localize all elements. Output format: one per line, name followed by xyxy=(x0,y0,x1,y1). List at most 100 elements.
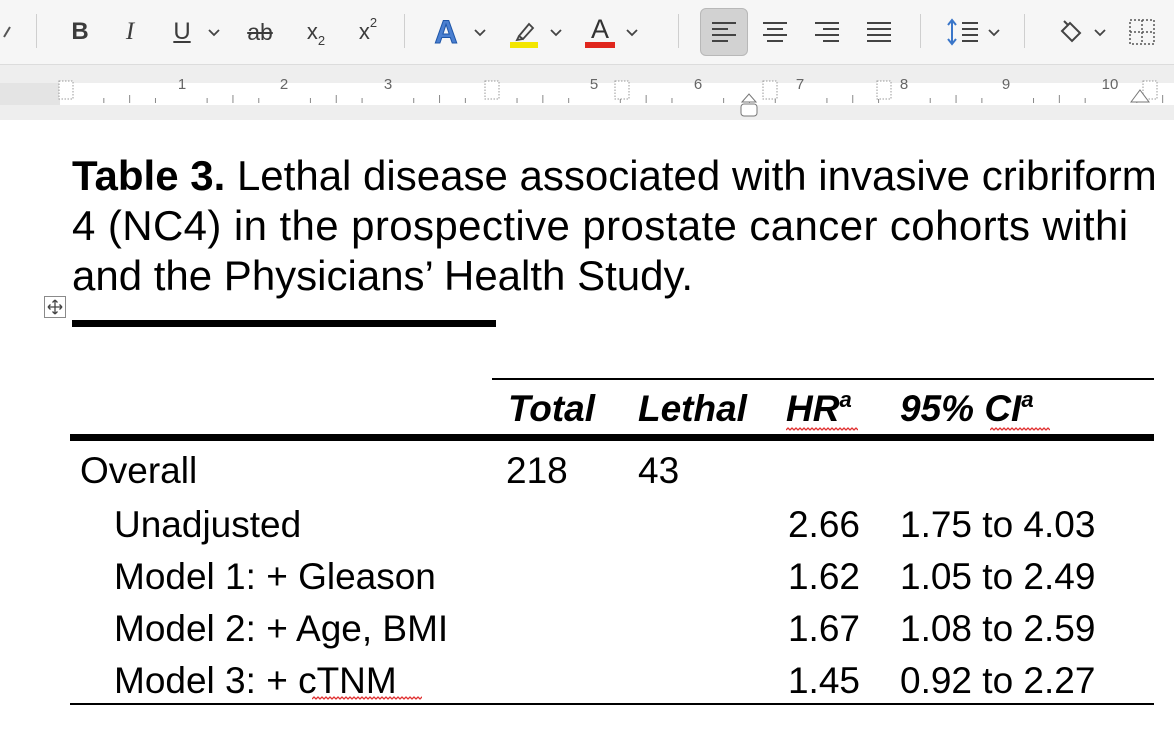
header-text: Total xyxy=(508,388,596,429)
cell-hr: 1.67 xyxy=(787,608,860,649)
caption-text: Lethal disease associated with invasive … xyxy=(225,152,1157,199)
align-right-icon xyxy=(815,22,839,42)
cell-ci: 1.05 to 2.49 xyxy=(900,556,1096,597)
ruler-number: 1 xyxy=(177,76,187,93)
justify-icon xyxy=(867,22,891,42)
cell-hr: 1.45 xyxy=(787,660,860,701)
font-color-glyph: A xyxy=(590,14,609,44)
header-text: Lethal xyxy=(638,388,747,429)
table-caption-line-2: 4 (NC4) in the prospective prostate canc… xyxy=(72,202,1129,249)
footnote-marker: a xyxy=(1021,387,1034,412)
line-spacing-button[interactable] xyxy=(940,14,984,50)
right-indent-marker-icon[interactable] xyxy=(1128,86,1152,106)
subscript-base: x xyxy=(306,19,318,44)
align-right-button[interactable] xyxy=(808,14,846,50)
strikethrough-button[interactable]: ab xyxy=(247,18,273,45)
row-label: Model 1: + Gleason xyxy=(114,556,436,597)
table-caption-line-1: Table 3. Lethal disease associated with … xyxy=(72,152,1157,200)
footnote-marker: a xyxy=(839,387,852,412)
line-spacing-dropdown-icon[interactable] xyxy=(988,24,1004,40)
borders-icon xyxy=(1129,19,1155,45)
text-effects-dropdown-icon[interactable] xyxy=(474,24,490,40)
toolbar-divider xyxy=(920,14,921,48)
underline-button[interactable]: U xyxy=(173,18,191,45)
cell-ci: 1.08 to 2.59 xyxy=(900,608,1096,649)
cell-lethal: 43 xyxy=(638,450,680,491)
toolbar-divider xyxy=(404,14,405,48)
caption-label: Table 3. xyxy=(72,152,226,199)
column-marker-icon[interactable] xyxy=(614,80,630,100)
ruler-number: 2 xyxy=(279,76,289,93)
ruler-number: 5 xyxy=(589,76,599,93)
indent-marker-icon[interactable] xyxy=(738,90,760,118)
toolbar-divider xyxy=(678,14,679,48)
highlighter-icon xyxy=(510,22,538,48)
column-marker-icon[interactable] xyxy=(1142,80,1158,100)
font-color-swatch xyxy=(585,42,615,48)
caption-rule xyxy=(72,320,496,327)
justify-button[interactable] xyxy=(860,14,898,50)
ruler-scale xyxy=(0,83,1174,105)
spelling-underline xyxy=(786,427,858,431)
align-center-button[interactable] xyxy=(756,14,794,50)
header-lethal: Lethal xyxy=(638,388,747,430)
align-center-icon xyxy=(763,22,787,42)
ruler-number: 6 xyxy=(693,76,703,93)
underline-dropdown-icon[interactable] xyxy=(208,24,224,40)
shading-dropdown-icon[interactable] xyxy=(1094,24,1110,40)
cell-ci: 1.75 to 4.03 xyxy=(900,504,1096,545)
header-text: 95% CI xyxy=(900,388,1022,429)
shading-button[interactable] xyxy=(1050,14,1090,50)
column-marker-icon[interactable] xyxy=(762,80,778,100)
table-move-handle[interactable] xyxy=(44,296,66,318)
superscript-base: x xyxy=(358,19,370,44)
font-color-button[interactable]: A xyxy=(580,14,620,50)
cell-hr: 1.62 xyxy=(787,556,860,597)
header-bottom-rule xyxy=(70,434,1154,441)
bold-button[interactable]: B xyxy=(71,18,89,45)
table-caption-line-3: and the Physicians’ Health Study. xyxy=(72,252,694,299)
font-color-dropdown-icon[interactable] xyxy=(626,24,642,40)
row-label: Overall xyxy=(80,450,198,491)
column-marker-icon[interactable] xyxy=(484,80,500,100)
move-arrows-icon xyxy=(47,299,63,315)
spelling-underline xyxy=(990,427,1050,431)
column-marker-icon[interactable] xyxy=(876,80,892,100)
document-page[interactable] xyxy=(0,120,1174,730)
cell-ci: 0.92 to 2.27 xyxy=(900,660,1096,701)
ruler-number: 7 xyxy=(795,76,805,93)
toolbar-divider xyxy=(1024,14,1025,48)
ruler-number: 10 xyxy=(1101,76,1119,93)
column-marker-icon[interactable] xyxy=(58,80,74,100)
row-label: Unadjusted xyxy=(114,504,302,545)
header-ci: 95% CIa xyxy=(900,387,1034,430)
cell-total: 218 xyxy=(506,450,568,491)
ruler-number: 8 xyxy=(899,76,909,93)
align-left-button[interactable] xyxy=(700,8,748,56)
cell-hr: 2.66 xyxy=(787,504,860,545)
superscript-mark: 2 xyxy=(369,14,378,30)
text-effects-button[interactable]: A xyxy=(426,13,466,50)
borders-button[interactable] xyxy=(1124,14,1160,50)
subscript-mark: 2 xyxy=(317,32,326,48)
table-bottom-rule xyxy=(70,703,1154,705)
spelling-underline xyxy=(312,696,422,700)
header-top-rule xyxy=(492,378,1154,380)
ruler-number: 9 xyxy=(1001,76,1011,93)
highlight-dropdown-icon[interactable] xyxy=(550,24,566,40)
clear-format-icon[interactable] xyxy=(0,14,14,50)
row-label: Model 3: + cTNM xyxy=(114,660,397,701)
highlight-button[interactable] xyxy=(504,14,544,50)
header-total: Total xyxy=(508,388,595,430)
line-spacing-icon xyxy=(947,18,978,46)
toolbar-divider xyxy=(36,14,37,48)
paint-bucket-icon xyxy=(1060,20,1082,43)
row-label: Model 2: + Age, BMI xyxy=(114,608,449,649)
header-hr: HRa xyxy=(786,387,852,430)
italic-button[interactable]: I xyxy=(125,18,135,45)
text-effects-glyph: A xyxy=(434,13,458,50)
ruler-number: 3 xyxy=(383,76,393,93)
